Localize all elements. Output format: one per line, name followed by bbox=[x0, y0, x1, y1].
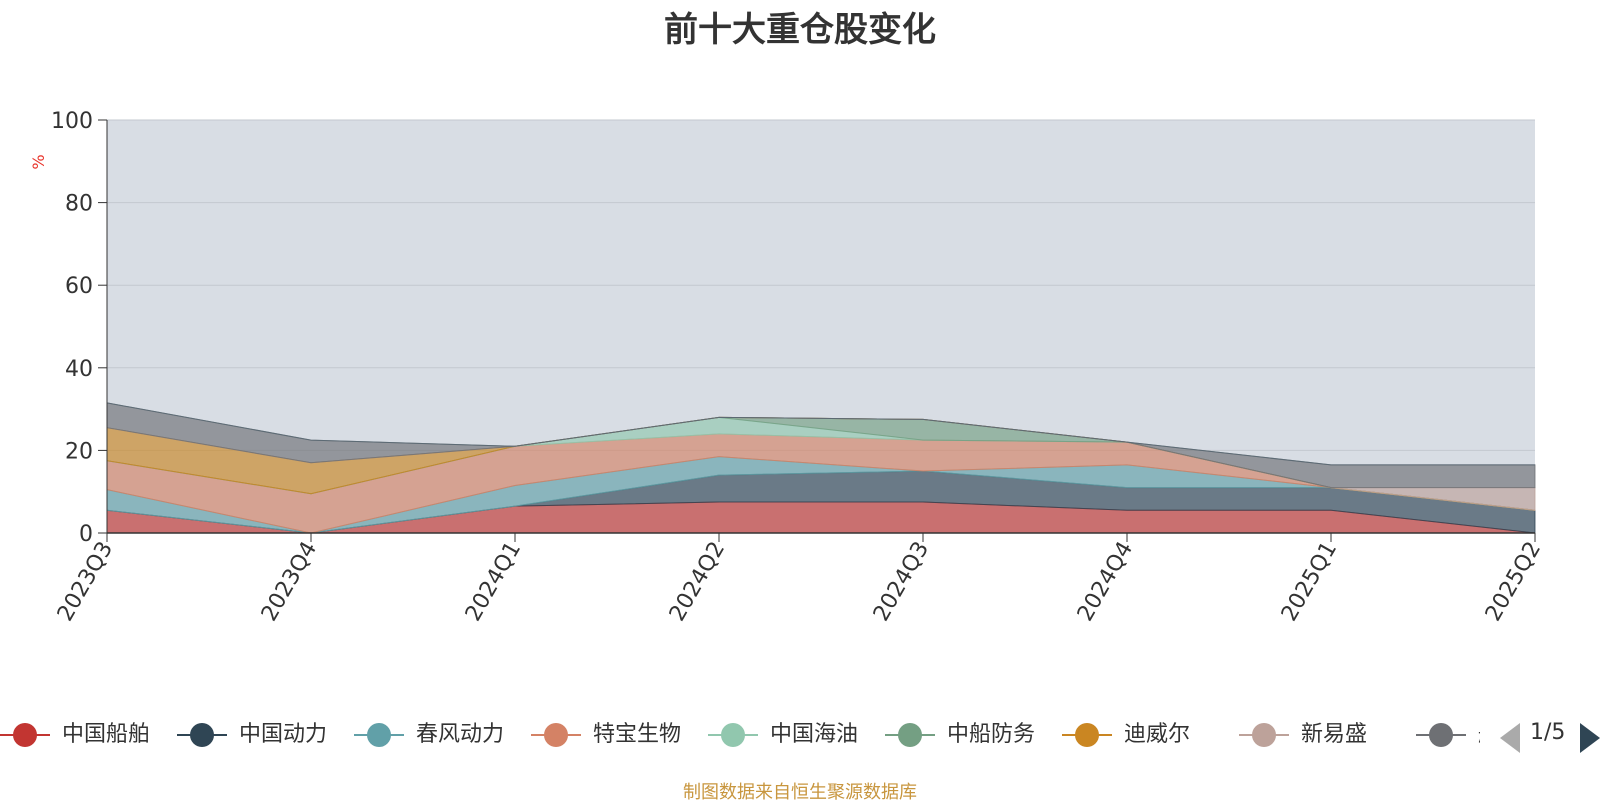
chart-title: 前十大重仓股变化 bbox=[664, 10, 936, 50]
y-tick-label: 60 bbox=[65, 274, 93, 299]
legend-label: 中国动力 bbox=[239, 722, 328, 747]
legend-marker-icon bbox=[708, 723, 758, 747]
legend-item[interactable]: 中国海油 bbox=[708, 715, 858, 755]
legend-item[interactable]: 特宝生物 bbox=[531, 715, 681, 755]
x-tick-label: 2025Q2 bbox=[1481, 538, 1546, 626]
y-tick-label: 0 bbox=[79, 522, 93, 547]
legend-marker-icon bbox=[1416, 723, 1466, 747]
legend-label: 中船防务 bbox=[947, 722, 1036, 747]
legend-item[interactable]: 春风动力 bbox=[354, 715, 504, 755]
legend-item[interactable]: 中国船舶 bbox=[0, 715, 150, 755]
legend: 中国船舶 中国动力 春风动力 特宝生物 中国海油 中船防务 迪威尔 新易盛 航宇科技 1/5 bbox=[0, 715, 1600, 755]
legend-marker-icon bbox=[885, 723, 935, 747]
x-tick-label: 2024Q1 bbox=[461, 538, 526, 626]
legend-label: 中国船舶 bbox=[62, 722, 151, 747]
legend-label: 航宇科技 bbox=[1478, 715, 1480, 755]
legend-label: 中国海油 bbox=[770, 722, 859, 747]
source-note: 制图数据来自恒生聚源数据库 bbox=[683, 782, 917, 803]
x-tick-label: 2023Q4 bbox=[257, 538, 322, 626]
legend-label: 迪威尔 bbox=[1124, 722, 1191, 747]
legend-item[interactable]: 新易盛 bbox=[1239, 715, 1367, 755]
area-series-layer bbox=[106, 402, 1536, 534]
x-tick-label: 2024Q3 bbox=[869, 538, 934, 626]
legend-next-page-icon[interactable] bbox=[1580, 723, 1600, 753]
legend-marker-icon bbox=[1239, 723, 1289, 747]
y-tick-label: 40 bbox=[65, 357, 93, 382]
legend-prev-page-icon[interactable] bbox=[1500, 723, 1520, 753]
x-tick-label: 2025Q1 bbox=[1277, 538, 1342, 626]
y-axis-unit-label: % bbox=[29, 154, 48, 169]
y-tick-label: 20 bbox=[65, 439, 93, 464]
area-series-9[interactable] bbox=[106, 402, 1535, 466]
legend-viewport: 中国船舶 中国动力 春风动力 特宝生物 中国海油 中船防务 迪威尔 新易盛 航宇科技 bbox=[0, 715, 1480, 755]
x-tick-label: 2023Q3 bbox=[53, 538, 118, 626]
legend-marker-icon bbox=[177, 723, 227, 747]
legend-item[interactable]: 航宇科技 bbox=[1416, 715, 1480, 755]
x-tick-label: 2024Q2 bbox=[665, 538, 730, 626]
y-tick-label: 100 bbox=[51, 109, 93, 134]
legend-label: 特宝生物 bbox=[593, 722, 682, 747]
legend-page-indicator: 1/5 bbox=[1530, 720, 1566, 745]
legend-item[interactable]: 迪威尔 bbox=[1062, 715, 1190, 755]
legend-marker-icon bbox=[0, 723, 50, 747]
legend-marker-icon bbox=[354, 723, 404, 747]
y-tick-label: 80 bbox=[65, 192, 93, 217]
legend-label: 新易盛 bbox=[1301, 722, 1368, 747]
legend-label: 春风动力 bbox=[416, 722, 505, 747]
legend-item[interactable]: 中船防务 bbox=[885, 715, 1035, 755]
legend-marker-icon bbox=[531, 723, 581, 747]
legend-marker-icon bbox=[1062, 723, 1112, 747]
legend-item[interactable]: 中国动力 bbox=[177, 715, 327, 755]
x-tick-label: 2024Q4 bbox=[1073, 538, 1138, 626]
